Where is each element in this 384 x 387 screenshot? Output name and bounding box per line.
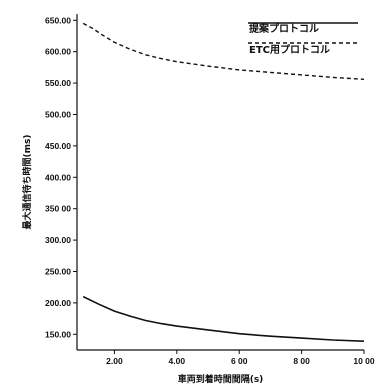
series-line-proposed-protocol [82,295,365,342]
y-tick-label: 550.00 [45,78,71,88]
axes [76,14,364,351]
series-layer [82,22,365,342]
x-tick-label: 6 00 [231,356,248,366]
y-tick-label: 250.00 [45,266,71,276]
x-tick-label: 4.00 [169,356,186,366]
x-tick-label: 10 00 [353,356,375,366]
y-tick-label: 600.00 [45,47,71,57]
y-tick-label: 400.00 [45,172,71,182]
legend-label: 提案プロトコル [249,22,319,35]
y-tick-label: 200.00 [45,298,71,308]
x-tick-label: 8 00 [293,356,310,366]
legend: 提案プロトコル ETC用プロトコル [248,22,358,56]
x-tick-label: 2.00 [106,356,123,366]
y-tick-label: 350 00 [45,204,71,214]
y-tick-label: 300.00 [45,235,71,245]
y-tick-label: 500.00 [45,109,71,119]
y-tick-label: 450.00 [45,141,71,151]
y-tick-label: 650.00 [45,15,71,25]
y-tick-label: 150.00 [45,329,71,339]
x-axis-title: 車両到着時間間隔(s) [178,373,264,385]
series-line-etc-protocol [82,22,365,80]
y-axis-title: 最大通信待ち時間(ms) [21,135,33,230]
y-ticks: 150.00 200.00 250.00 300.00 350 00 400.00 450.… [45,15,77,339]
legend-label: ETC用プロトコル [249,43,330,56]
x-ticks: 2.00 4.00 6 00 8 00 10 00 [106,350,375,366]
